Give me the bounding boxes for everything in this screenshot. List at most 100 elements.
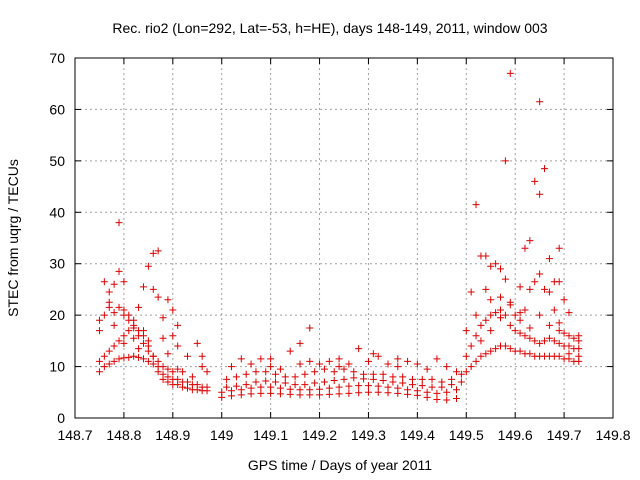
- data-point-marker: [355, 345, 363, 353]
- data-point-marker: [560, 329, 568, 337]
- data-point-marker: [110, 321, 118, 329]
- data-point-marker: [237, 386, 245, 394]
- data-point-marker: [218, 388, 226, 396]
- y-tick-label: 50: [49, 153, 65, 169]
- plot-frame: [74, 57, 614, 419]
- data-point-marker: [394, 355, 402, 363]
- data-point-marker: [179, 368, 187, 376]
- data-point-marker: [325, 384, 333, 392]
- data-point-marker: [384, 383, 392, 391]
- data-point-marker: [448, 375, 456, 383]
- data-point-marker: [531, 337, 539, 345]
- data-point-marker: [257, 383, 265, 391]
- data-point-marker: [105, 360, 113, 368]
- data-point-marker: [487, 296, 495, 304]
- data-point-marker: [164, 365, 172, 373]
- data-point-marker: [541, 337, 549, 345]
- data-point-marker: [100, 311, 108, 319]
- x-tick-label: 148.7: [57, 427, 92, 443]
- data-point-marker: [506, 345, 514, 353]
- data-point-marker: [257, 389, 265, 397]
- data-point-marker: [501, 311, 509, 319]
- data-point-marker: [164, 373, 172, 381]
- data-point-marker: [320, 365, 328, 373]
- data-point-marker: [174, 365, 182, 373]
- data-point-marker: [374, 352, 382, 360]
- data-point-marker: [286, 385, 294, 393]
- data-point-marker: [149, 360, 157, 368]
- data-point-marker: [506, 69, 514, 77]
- y-tick-label: 10: [49, 359, 65, 375]
- data-point-marker: [198, 352, 206, 360]
- x-tick-label: 149.6: [498, 427, 533, 443]
- data-point-marker: [237, 355, 245, 363]
- data-point-marker: [262, 368, 270, 376]
- data-point-marker: [276, 384, 284, 392]
- data-point-marker: [545, 255, 553, 263]
- data-point-marker: [472, 332, 480, 340]
- data-point-marker: [135, 303, 143, 311]
- data-point-marker: [379, 370, 387, 378]
- data-point-marker: [545, 321, 553, 329]
- data-points: [95, 69, 583, 404]
- data-point-marker: [267, 383, 275, 391]
- data-point-marker: [457, 378, 465, 386]
- data-point-marker: [536, 270, 544, 278]
- data-point-marker: [477, 337, 485, 345]
- data-point-marker: [565, 332, 573, 340]
- data-point-marker: [272, 370, 280, 378]
- data-point-marker: [560, 296, 568, 304]
- y-tick-label: 0: [57, 410, 65, 426]
- data-point-marker: [404, 386, 412, 394]
- data-point-marker: [345, 360, 353, 368]
- data-point-marker: [144, 337, 152, 345]
- data-point-marker: [242, 381, 250, 389]
- x-tick-label: 148.9: [155, 427, 190, 443]
- data-point-marker: [482, 285, 490, 293]
- data-point-marker: [159, 363, 167, 371]
- data-point-marker: [516, 309, 524, 317]
- data-point-marker: [506, 298, 514, 306]
- data-point-marker: [511, 327, 519, 335]
- data-point-marker: [130, 334, 138, 342]
- data-point-marker: [550, 337, 558, 345]
- data-point-marker: [536, 190, 544, 198]
- data-point-marker: [472, 357, 480, 365]
- data-point-marker: [335, 355, 343, 363]
- data-point-marker: [575, 345, 583, 353]
- data-point-marker: [492, 309, 500, 317]
- data-point-marker: [169, 306, 177, 314]
- data-point-marker: [413, 360, 421, 368]
- data-point-marker: [159, 314, 167, 322]
- data-point-marker: [565, 342, 573, 350]
- data-point-marker: [223, 383, 231, 391]
- x-tick-label: 149.2: [302, 427, 337, 443]
- data-point-marker: [501, 275, 509, 283]
- data-point-marker: [555, 352, 563, 360]
- data-point-marker: [257, 355, 265, 363]
- y-axis-label: STEC from uqrg / TECUs: [5, 159, 21, 317]
- data-point-marker: [149, 285, 157, 293]
- data-point-marker: [452, 368, 460, 376]
- data-point-marker: [281, 373, 289, 381]
- data-point-marker: [335, 390, 343, 398]
- data-point-marker: [443, 388, 451, 396]
- data-point-marker: [355, 389, 363, 397]
- data-point-marker: [272, 378, 280, 386]
- data-point-marker: [115, 303, 123, 311]
- data-point-marker: [139, 283, 147, 291]
- axes: 148.7 148.8 148.9 149 149.1 149.2 149.3 149.4 14…: [49, 50, 630, 443]
- data-point-marker: [521, 332, 529, 340]
- data-point-marker: [423, 365, 431, 373]
- data-point-marker: [164, 350, 172, 358]
- data-point-marker: [105, 288, 113, 296]
- data-point-marker: [335, 363, 343, 371]
- data-point-marker: [115, 355, 123, 363]
- data-point-marker: [291, 373, 299, 381]
- data-point-marker: [174, 375, 182, 383]
- data-point-marker: [95, 357, 103, 365]
- data-point-marker: [506, 321, 514, 329]
- data-point-marker: [154, 357, 162, 365]
- data-point-marker: [149, 352, 157, 360]
- y-tick-label: 30: [49, 256, 65, 272]
